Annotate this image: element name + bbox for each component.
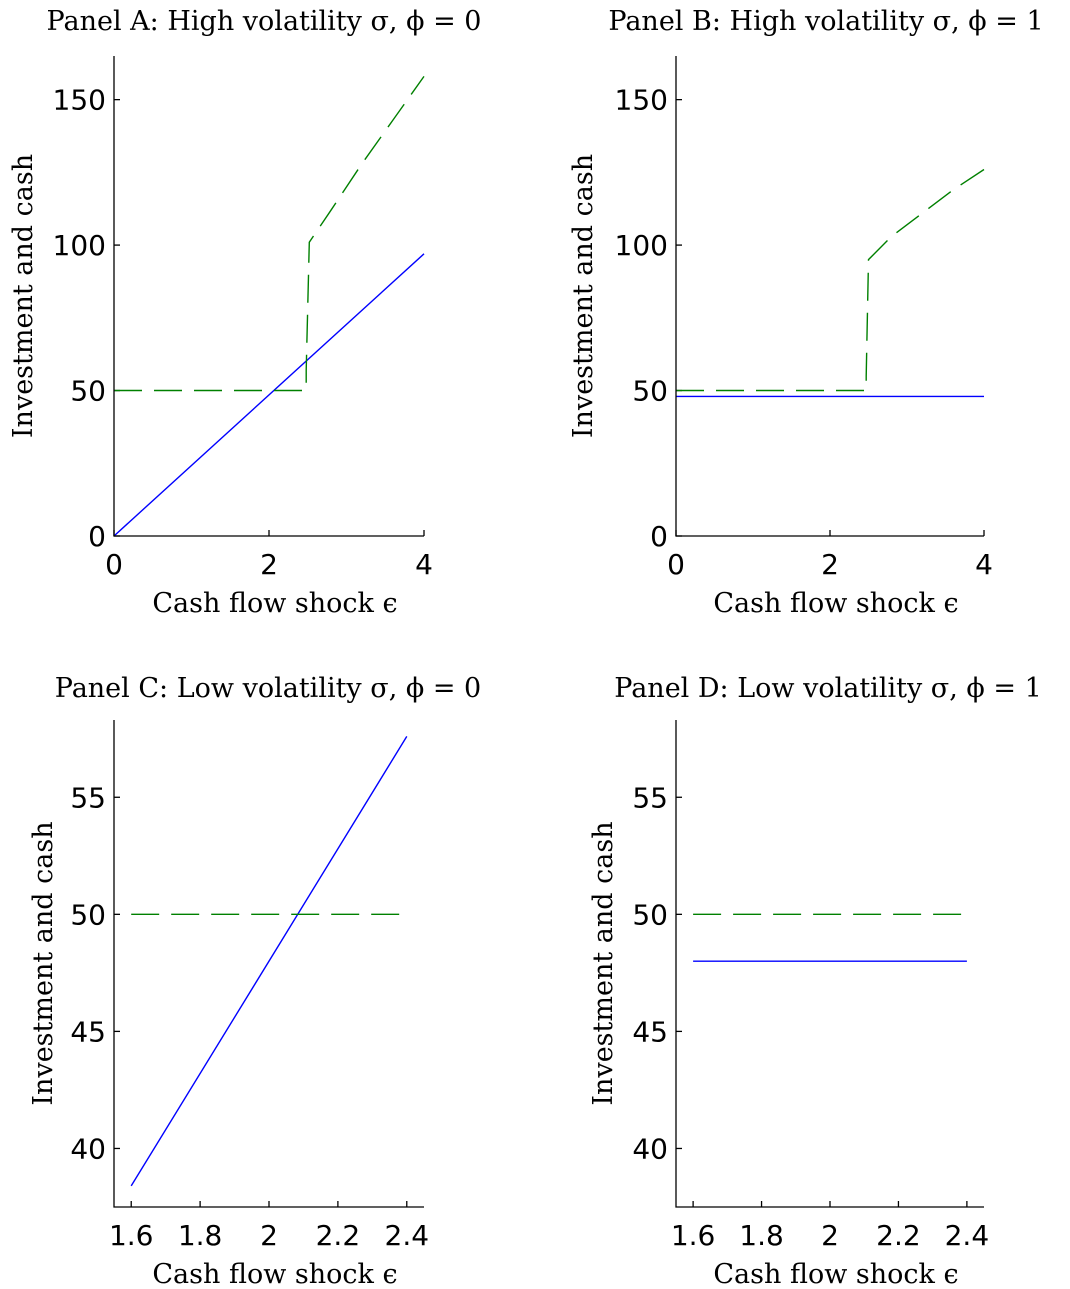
panel-title: Panel C: Low volatility σ, ϕ = 0 (55, 673, 482, 704)
panel-c: Panel C: Low volatility σ, ϕ = 0 Cash fl… (28, 673, 481, 1289)
series-line-dashed (114, 75, 425, 392)
series-line-solid (130, 736, 408, 1187)
x-tick-label: 2 (821, 548, 839, 581)
x-tick-label: 1.6 (109, 1219, 154, 1252)
y-axis-label: Investment and cash (8, 154, 39, 438)
y-tick-label: 0 (88, 520, 106, 553)
axis-ticks: 0 2 4 0 50 100 150 (53, 84, 433, 581)
panel-title: Panel D: Low volatility σ, ϕ = 1 (614, 673, 1042, 704)
y-tick-label: 100 (53, 229, 106, 262)
series-group (676, 168, 985, 398)
x-tick-label: 0 (667, 548, 685, 581)
x-axis-label: Cash flow shock ϵ (152, 1259, 397, 1289)
axis-ticks: 1.6 1.8 2 2.2 2.4 40 45 50 55 (632, 781, 989, 1252)
series-group (113, 75, 425, 537)
panel-title: Panel B: High volatility σ, ϕ = 1 (608, 6, 1043, 37)
series-line-dashed (676, 168, 985, 392)
y-tick-label: 50 (70, 898, 106, 931)
y-axis-label: Investment and cash (588, 821, 619, 1105)
series-line-solid (113, 253, 425, 537)
series-group (693, 913, 967, 962)
panel-d: Panel D: Low volatility σ, ϕ = 1 Cash fl… (588, 673, 1042, 1289)
y-tick-label: 50 (632, 375, 668, 408)
axes-frame (675, 720, 984, 1208)
y-axis-label: Investment and cash (28, 821, 59, 1105)
y-tick-label: 55 (632, 781, 668, 814)
series-group (130, 736, 408, 1187)
y-tick-label: 55 (70, 781, 106, 814)
panel-b: Panel B: High volatility σ, ϕ = 1 Cash f… (568, 6, 1044, 619)
x-tick-label: 1.6 (671, 1219, 716, 1252)
x-axis-label: Cash flow shock ϵ (713, 588, 958, 619)
x-tick-label: 4 (415, 548, 433, 581)
x-tick-label: 2.4 (385, 1219, 430, 1252)
x-tick-label: 1.8 (178, 1219, 223, 1252)
y-tick-label: 50 (70, 375, 106, 408)
y-tick-label: 150 (53, 84, 106, 117)
axis-ticks: 0 2 4 0 50 100 150 (615, 84, 993, 581)
y-tick-label: 0 (650, 520, 668, 553)
panel-title: Panel A: High volatility σ, ϕ = 0 (47, 6, 482, 37)
x-tick-label: 1.8 (739, 1219, 784, 1252)
axes-frame (675, 56, 984, 537)
x-tick-label: 2 (260, 1219, 278, 1252)
y-tick-label: 45 (632, 1015, 668, 1048)
axes-frame (113, 56, 424, 537)
y-tick-label: 40 (632, 1132, 668, 1165)
x-tick-label: 2.2 (316, 1219, 361, 1252)
y-tick-label: 40 (70, 1132, 106, 1165)
y-axis-label: Investment and cash (568, 154, 599, 438)
axes-frame (113, 720, 424, 1208)
x-axis-label: Cash flow shock ϵ (152, 588, 397, 619)
x-tick-label: 2 (260, 548, 278, 581)
x-tick-label: 2.2 (876, 1219, 921, 1252)
y-tick-label: 100 (615, 229, 668, 262)
panel-a: Panel A: High volatility σ, ϕ = 0 Cash f… (8, 6, 481, 619)
y-tick-label: 45 (70, 1015, 106, 1048)
y-tick-label: 150 (615, 84, 668, 117)
x-tick-label: 0 (105, 548, 123, 581)
y-tick-label: 50 (632, 898, 668, 931)
x-tick-label: 2 (821, 1219, 839, 1252)
axis-ticks: 1.6 1.8 2 2.2 2.4 40 45 50 55 (70, 781, 429, 1252)
x-tick-label: 4 (975, 548, 993, 581)
x-axis-label: Cash flow shock ϵ (713, 1259, 958, 1289)
x-tick-label: 2.4 (945, 1219, 990, 1252)
